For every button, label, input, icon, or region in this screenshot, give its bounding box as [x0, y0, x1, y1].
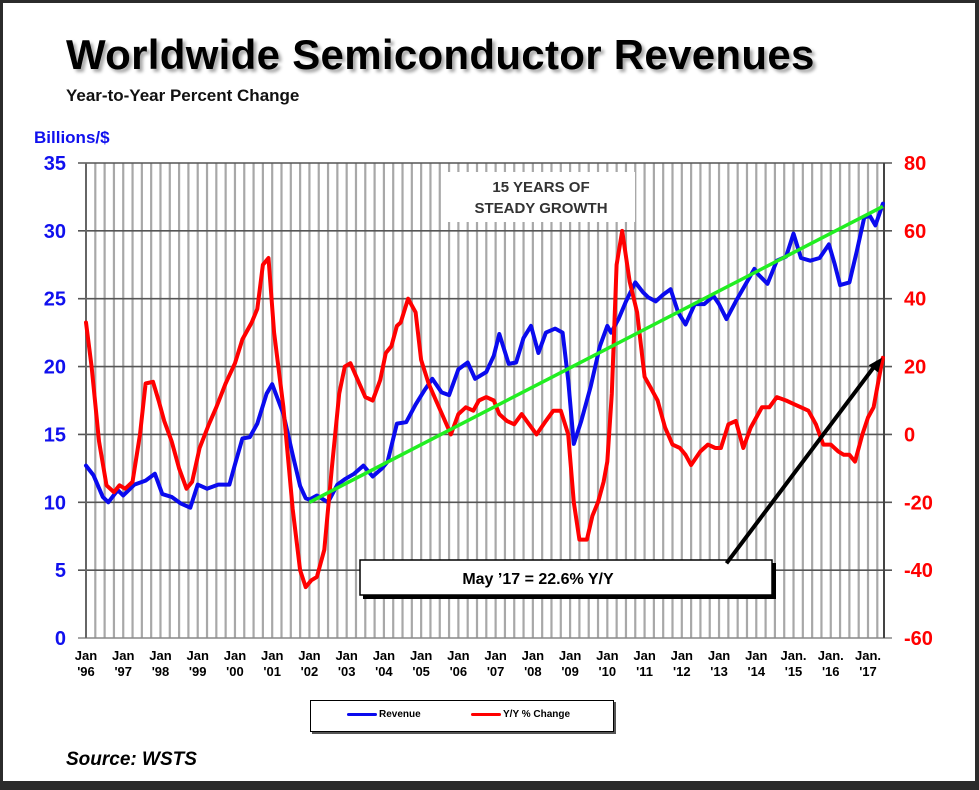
legend-swatch-yoy: [471, 713, 501, 716]
legend-swatch-revenue: [347, 713, 377, 716]
left-y-tick-label: 25: [44, 289, 66, 311]
x-tick-label-year: '14: [748, 664, 766, 679]
right-y-tick-label: 80: [904, 153, 926, 175]
chart-title: Worldwide Semiconductor Revenues: [66, 31, 815, 78]
growth-annotation-line2: STEADY GROWTH: [474, 200, 607, 217]
x-tick-label-year: '06: [450, 664, 468, 679]
x-tick-label-year: '08: [524, 664, 542, 679]
right-y-tick-label: 20: [904, 357, 926, 379]
right-y-ticks: -60 -40 -20 0 20 40 60 80: [904, 153, 933, 650]
x-tick-label-month: Jan: [633, 648, 655, 663]
x-tick-label-year: '13: [710, 664, 728, 679]
series-line-y-y-change: [84, 228, 885, 590]
x-tick-label-month: Jan: [335, 648, 357, 663]
right-y-tick-label: 40: [904, 289, 926, 311]
series-yoy: [84, 228, 885, 590]
x-tick-label-year: '96: [77, 664, 95, 679]
left-y-tick-label: 0: [55, 628, 66, 650]
left-axis-label: Billions/$: [34, 128, 110, 147]
x-tick-label-year: '00: [226, 664, 244, 679]
left-y-tick-label: 15: [44, 424, 66, 446]
left-y-ticks: 0 5 10 15 20 25 30 35: [44, 153, 66, 650]
x-tick-label-year: '09: [561, 664, 579, 679]
x-tick-label-year: '03: [338, 664, 356, 679]
legend: Revenue Y/Y % Change: [310, 700, 614, 732]
x-tick-label-month: Jan: [261, 648, 283, 663]
x-tick-label-month: Jan: [187, 648, 209, 663]
x-tick-label-month: Jan: [224, 648, 246, 663]
x-tick-label-year: '05: [412, 664, 430, 679]
x-tick-label-year: '11: [636, 664, 653, 679]
x-tick-label-year: '12: [673, 664, 691, 679]
left-y-tick-label: 5: [55, 560, 66, 582]
source-note: Source: WSTS: [66, 749, 197, 770]
x-tick-label-month: Jan: [745, 648, 767, 663]
right-y-tick-label: -20: [904, 492, 933, 514]
x-tick-label-year: '15: [785, 664, 803, 679]
x-tick-label-month: Jan: [112, 648, 134, 663]
minor-gridlines: [94, 163, 879, 638]
arrow-group: [724, 357, 882, 565]
right-y-tick-label: -60: [904, 628, 933, 650]
x-tick-label-month: Jan.: [818, 648, 844, 663]
callout-text: May ’17 = 22.6% Y/Y: [462, 571, 614, 588]
series-revenue: [84, 201, 885, 510]
x-tick-label-month: Jan: [484, 648, 506, 663]
left-y-tick-label: 30: [44, 221, 66, 243]
x-tick-label-year: '16: [822, 664, 840, 679]
right-y-tick-label: -40: [904, 560, 933, 582]
x-tick-label-year: '01: [263, 664, 281, 679]
left-y-tick-label: 20: [44, 357, 66, 379]
axes: [85, 163, 885, 638]
growth-annotation-line1: 15 YEARS OF: [492, 179, 589, 196]
x-tick-label-year: '04: [375, 664, 393, 679]
trend-line-group: [308, 204, 884, 504]
chart-subtitle: Year-to-Year Percent Change: [66, 86, 300, 105]
x-tick-label-month: Jan: [596, 648, 618, 663]
x-tick-label-month: Jan: [75, 648, 97, 663]
x-tick-label-year: '02: [301, 664, 319, 679]
left-y-tick-label: 10: [44, 492, 66, 514]
x-ticks: Jan'96Jan'97Jan'98Jan'99Jan'00Jan'01Jan'…: [75, 648, 881, 679]
series-line-revenue: [84, 201, 885, 510]
legend-item-revenue: Revenue: [347, 709, 421, 720]
x-tick-label-month: Jan: [298, 648, 320, 663]
right-y-tick-label: 0: [904, 424, 915, 446]
x-tick-label-month: Jan: [373, 648, 395, 663]
legend-label-yoy: Y/Y % Change: [503, 709, 571, 720]
x-tick-label-month: Jan.: [781, 648, 807, 663]
legend-label-revenue: Revenue: [379, 709, 421, 720]
growth-annotation: 15 YEARS OF STEADY GROWTH: [445, 172, 635, 222]
arrow-shaft: [724, 360, 880, 565]
callout-box: [359, 559, 773, 596]
callout-group: May ’17 = 22.6% Y/Y: [359, 559, 776, 599]
x-tick-label-month: Jan: [149, 648, 171, 663]
legend-item-yoy: Y/Y % Change: [471, 709, 570, 720]
x-tick-label-year: '99: [189, 664, 207, 679]
x-tick-label-month: Jan: [671, 648, 693, 663]
x-tick-label-year: '07: [487, 664, 505, 679]
x-tick-label-year: '10: [599, 664, 617, 679]
left-y-tick-label: 35: [44, 153, 66, 175]
x-tick-label-year: '17: [859, 664, 877, 679]
x-tick-label-year: '97: [114, 664, 132, 679]
right-y-tick-label: 60: [904, 221, 926, 243]
x-tick-label-month: Jan: [708, 648, 730, 663]
growth-annotation-bg: [445, 172, 635, 222]
x-tick-label-month: Jan: [522, 648, 544, 663]
arrow-head: [868, 357, 882, 373]
x-tick-label-month: Jan: [410, 648, 432, 663]
trend-line: [308, 204, 884, 504]
x-tick-label-year: '98: [152, 664, 170, 679]
x-tick-label-month: Jan.: [855, 648, 881, 663]
x-tick-label-month: Jan: [559, 648, 581, 663]
x-tick-label-month: Jan: [447, 648, 469, 663]
